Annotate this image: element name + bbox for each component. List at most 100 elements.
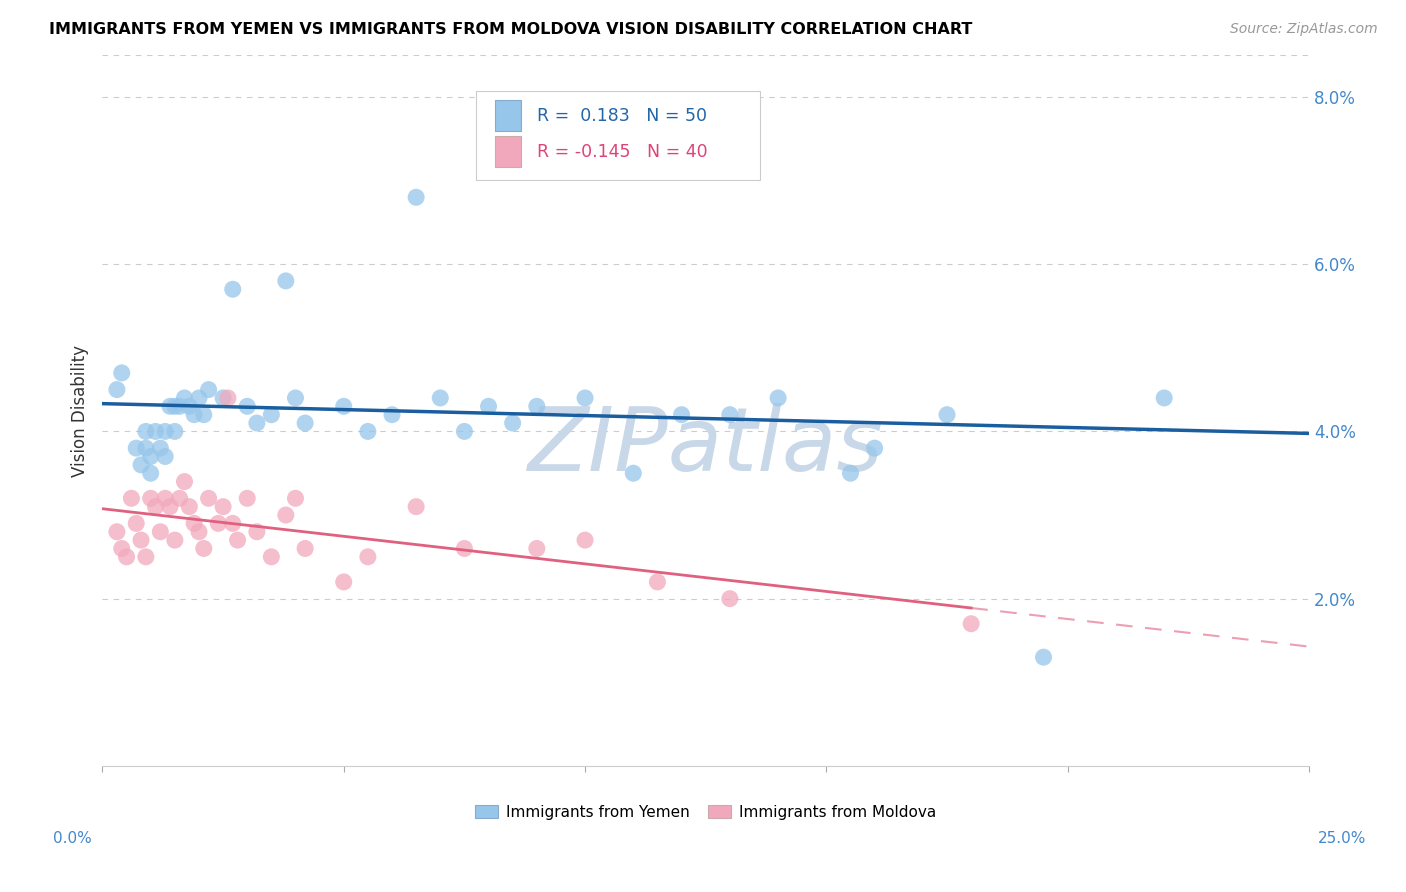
Point xyxy=(212,391,235,405)
Point xyxy=(183,516,205,531)
Point xyxy=(502,416,524,430)
Point xyxy=(1153,391,1175,405)
Point xyxy=(236,400,259,414)
Point xyxy=(357,549,380,564)
Point xyxy=(159,500,181,514)
Point xyxy=(294,416,316,430)
Point xyxy=(153,491,176,506)
Point xyxy=(173,475,195,489)
Text: 25.0%: 25.0% xyxy=(1319,831,1367,846)
Point xyxy=(111,541,134,556)
Point xyxy=(145,500,167,514)
Point xyxy=(163,533,186,548)
Point xyxy=(332,574,354,589)
Text: ZIPatlas: ZIPatlas xyxy=(527,403,883,489)
Point xyxy=(129,458,152,472)
Point xyxy=(125,516,148,531)
Point xyxy=(429,391,451,405)
Point xyxy=(621,467,644,481)
Point xyxy=(477,400,499,414)
Point xyxy=(647,574,669,589)
Y-axis label: Vision Disability: Vision Disability xyxy=(72,344,89,476)
Point xyxy=(236,491,259,506)
Point xyxy=(274,508,297,522)
Point xyxy=(139,450,162,464)
Point xyxy=(274,274,297,288)
Point xyxy=(159,400,181,414)
Point xyxy=(381,408,404,422)
Point xyxy=(145,425,167,439)
Point xyxy=(188,524,211,539)
Point xyxy=(405,500,427,514)
Point xyxy=(129,533,152,548)
Point xyxy=(453,425,475,439)
Point xyxy=(139,467,162,481)
Point xyxy=(139,491,162,506)
Point xyxy=(163,425,186,439)
Point xyxy=(135,425,157,439)
Text: IMMIGRANTS FROM YEMEN VS IMMIGRANTS FROM MOLDOVA VISION DISABILITY CORRELATION C: IMMIGRANTS FROM YEMEN VS IMMIGRANTS FROM… xyxy=(49,22,973,37)
Point xyxy=(169,491,191,506)
Point xyxy=(294,541,316,556)
Point xyxy=(695,148,717,162)
Point xyxy=(111,366,134,380)
Text: R =  0.183   N = 50: R = 0.183 N = 50 xyxy=(537,106,707,125)
Point xyxy=(839,467,862,481)
FancyBboxPatch shape xyxy=(477,91,761,179)
Point xyxy=(135,441,157,455)
Point xyxy=(105,383,128,397)
FancyBboxPatch shape xyxy=(495,100,522,131)
Point xyxy=(183,408,205,422)
Point xyxy=(246,524,269,539)
Point xyxy=(960,616,983,631)
Point xyxy=(120,491,142,506)
Point xyxy=(574,533,596,548)
Point xyxy=(863,441,886,455)
Point xyxy=(115,549,138,564)
Point xyxy=(284,391,307,405)
Point xyxy=(526,541,548,556)
Text: 0.0%: 0.0% xyxy=(53,831,93,846)
Point xyxy=(574,391,596,405)
Point xyxy=(179,500,201,514)
Point xyxy=(153,450,176,464)
FancyBboxPatch shape xyxy=(495,136,522,168)
Point xyxy=(332,400,354,414)
Point xyxy=(163,400,186,414)
Point xyxy=(193,408,215,422)
Point xyxy=(193,541,215,556)
Point xyxy=(718,591,741,606)
Point xyxy=(766,391,789,405)
Point xyxy=(526,400,548,414)
Point xyxy=(179,400,201,414)
Point xyxy=(173,391,195,405)
Point xyxy=(405,190,427,204)
Point xyxy=(125,441,148,455)
Point xyxy=(197,383,219,397)
Point xyxy=(197,491,219,506)
Text: Source: ZipAtlas.com: Source: ZipAtlas.com xyxy=(1230,22,1378,37)
Point xyxy=(153,425,176,439)
Legend: Immigrants from Yemen, Immigrants from Moldova: Immigrants from Yemen, Immigrants from M… xyxy=(470,798,942,826)
Point xyxy=(357,425,380,439)
Point xyxy=(169,400,191,414)
Point xyxy=(453,541,475,556)
Point xyxy=(207,516,229,531)
Point xyxy=(284,491,307,506)
Point xyxy=(188,391,211,405)
Point xyxy=(222,282,245,296)
Point xyxy=(260,549,283,564)
Point xyxy=(1032,650,1054,665)
Point xyxy=(260,408,283,422)
Point xyxy=(105,524,128,539)
Point xyxy=(246,416,269,430)
Point xyxy=(212,500,235,514)
Point xyxy=(718,408,741,422)
Point xyxy=(936,408,959,422)
Point xyxy=(149,524,172,539)
Point xyxy=(217,391,239,405)
Point xyxy=(671,408,693,422)
Point xyxy=(226,533,249,548)
Point xyxy=(149,441,172,455)
Point xyxy=(135,549,157,564)
